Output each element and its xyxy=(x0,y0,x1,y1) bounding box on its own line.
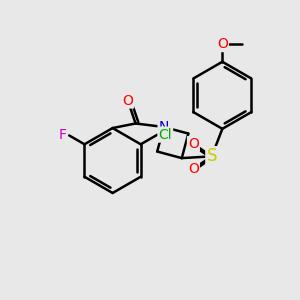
Text: S: S xyxy=(206,147,217,165)
Text: Cl: Cl xyxy=(158,128,172,142)
Text: O: O xyxy=(188,162,199,176)
Text: O: O xyxy=(188,137,199,151)
Text: O: O xyxy=(217,37,228,51)
Text: F: F xyxy=(59,128,67,142)
Text: O: O xyxy=(122,94,133,107)
Text: N: N xyxy=(159,120,169,134)
